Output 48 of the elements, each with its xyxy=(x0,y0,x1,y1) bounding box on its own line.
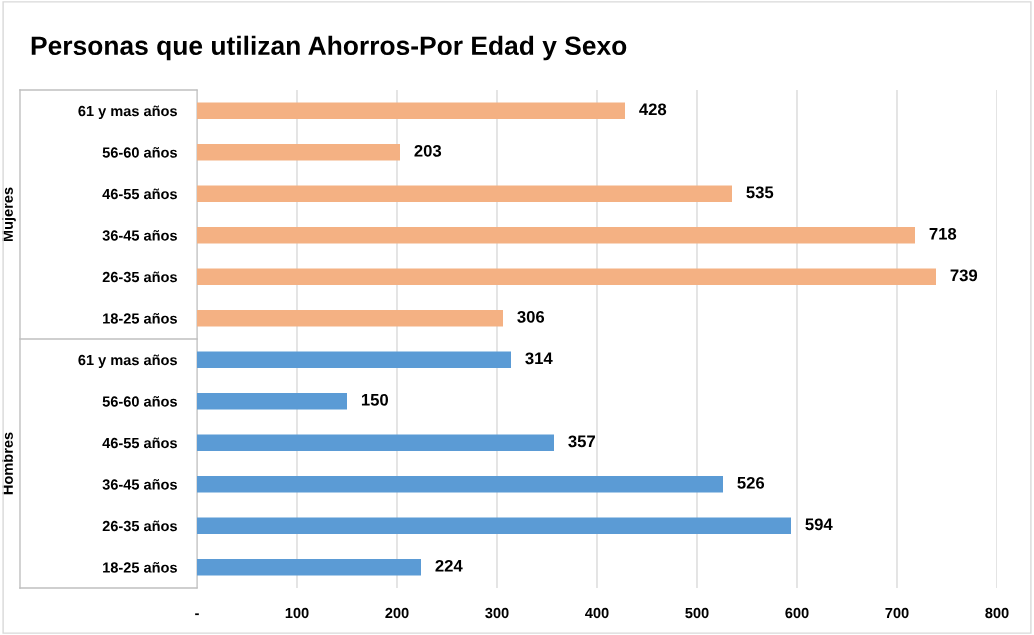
data-label: 535 xyxy=(746,186,774,199)
x-tick-label: 500 xyxy=(685,607,709,619)
y-tick-label: 61 y mas años xyxy=(78,105,177,120)
y-tick-label: 26-35 años xyxy=(102,520,177,532)
x-tick-label: 100 xyxy=(285,607,309,619)
y-tick-label: 46-55 años xyxy=(102,437,177,449)
bar xyxy=(197,351,511,369)
y-tick-label: 18-25 años xyxy=(103,562,177,573)
data-label: 203 xyxy=(414,144,442,157)
bar xyxy=(197,102,625,120)
text: Mujeres xyxy=(2,187,16,242)
bar xyxy=(197,558,421,576)
data-label: 314 xyxy=(525,352,553,365)
bar xyxy=(197,309,503,327)
bar xyxy=(197,517,791,535)
bar xyxy=(197,475,723,493)
y-tick-label: 61 y mas años xyxy=(78,354,177,369)
bar xyxy=(197,392,347,410)
y-tick-label: 56-60 años xyxy=(102,396,177,407)
data-label: 150 xyxy=(361,393,389,406)
y-tick-label: 36-45 años xyxy=(102,479,177,490)
data-label: 306 xyxy=(517,310,545,323)
bar xyxy=(197,434,554,452)
y-tick-label: 26-35 años xyxy=(102,271,177,283)
bar xyxy=(197,226,915,244)
bar xyxy=(197,143,400,161)
x-tick-label: - xyxy=(195,613,199,616)
data-label: 526 xyxy=(737,476,765,489)
data-label: 224 xyxy=(435,559,463,572)
y-tick-label: 18-25 años xyxy=(103,313,177,324)
data-label: 428 xyxy=(639,103,667,116)
data-label: 594 xyxy=(805,518,833,531)
data-label: 357 xyxy=(568,435,595,448)
bar xyxy=(197,268,936,286)
data-label: 718 xyxy=(929,227,957,240)
x-tick-label: 200 xyxy=(385,607,409,619)
text: Hombres xyxy=(2,432,13,495)
x-tick-label: 300 xyxy=(485,607,509,619)
chart-title: Personas que utilizan Ahorros-Por Edad y Sexo xyxy=(31,35,627,61)
y-tick-label: 36-45 años xyxy=(102,230,177,241)
x-tick-label: 600 xyxy=(785,607,809,619)
y-tick-label: 56-60 años xyxy=(102,147,177,158)
x-tick-label: 700 xyxy=(885,607,909,619)
bar xyxy=(197,185,732,203)
x-tick-label: 400 xyxy=(585,607,609,619)
y-tick-label: 46-55 años xyxy=(102,188,177,200)
x-tick-label: 800 xyxy=(985,607,1009,619)
data-label: 739 xyxy=(950,269,978,282)
